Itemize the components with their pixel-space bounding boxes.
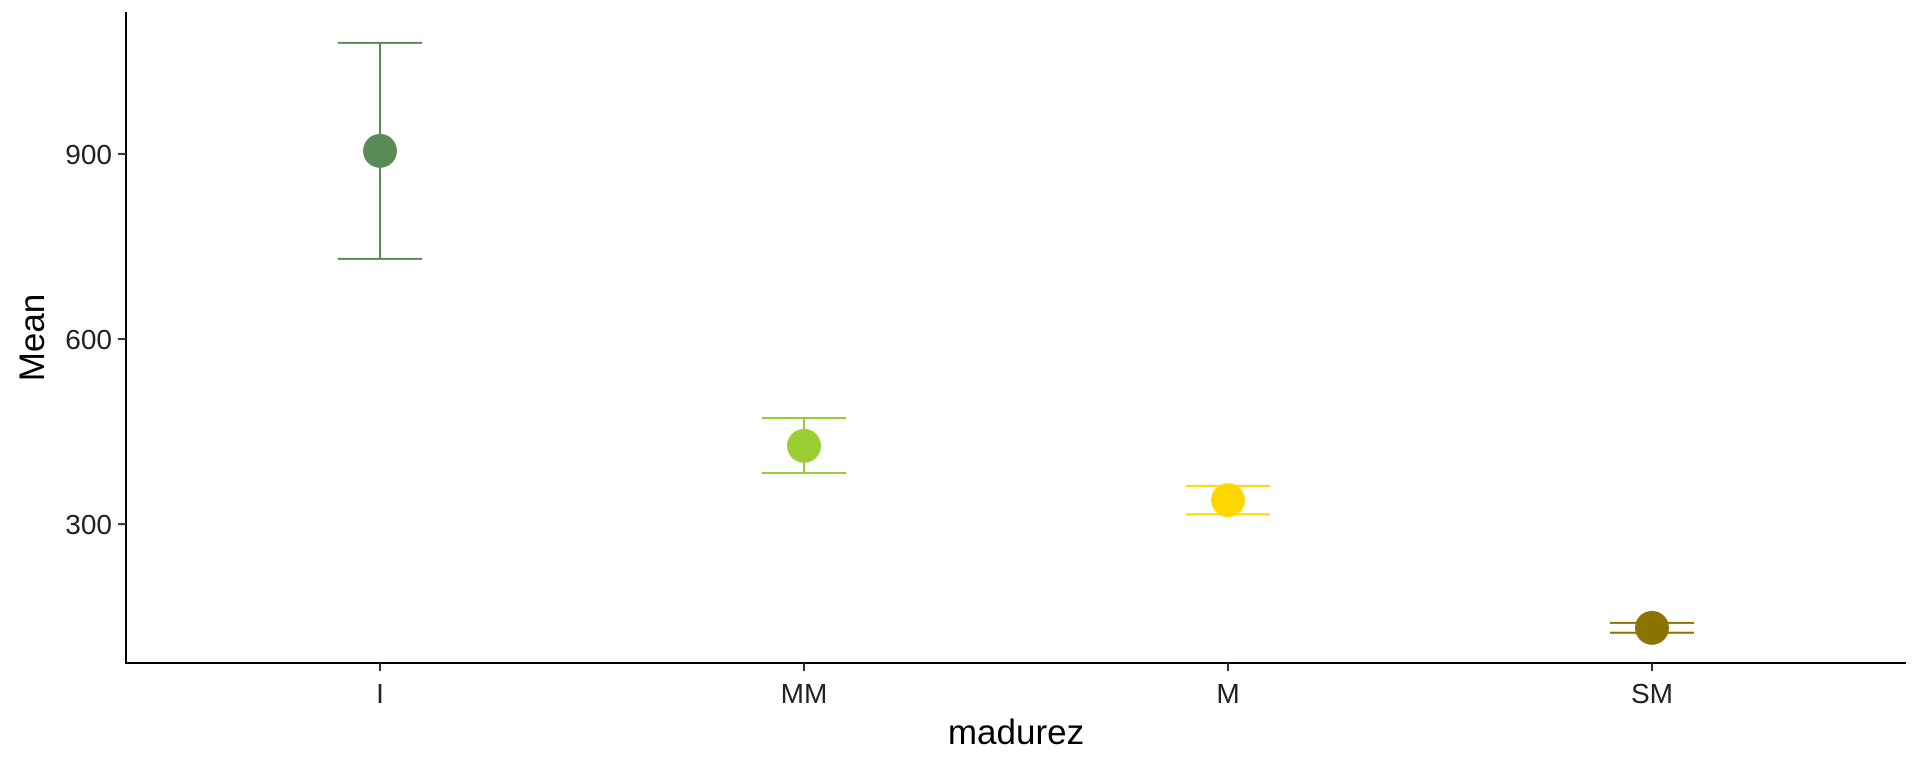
- y-tick-label: 600: [65, 324, 112, 355]
- x-tick-label-m: M: [1216, 678, 1239, 709]
- mean-point-mm: [787, 428, 822, 463]
- data-point-group-i: [338, 41, 423, 260]
- data-point-group-mm: [762, 417, 847, 474]
- data-point-group-m: [1185, 483, 1270, 518]
- mean-point-i: [363, 133, 398, 168]
- data-point-group-sm: [1609, 610, 1694, 645]
- y-tick-label: 900: [65, 139, 112, 170]
- x-tick-label-sm: SM: [1631, 678, 1673, 709]
- y-axis-title: Mean: [13, 294, 52, 382]
- y-axis-ticks: 300 600 900: [65, 139, 126, 540]
- x-tick-label-mm: MM: [781, 678, 828, 709]
- x-tick-label-i: I: [376, 678, 384, 709]
- x-axis-ticks: I MM M SM: [376, 663, 1673, 709]
- mean-point-sm: [1634, 610, 1669, 645]
- plot-area: [338, 41, 1694, 645]
- mean-point-m: [1210, 483, 1245, 518]
- x-axis-title: madurez: [948, 713, 1084, 752]
- y-tick-label: 300: [65, 509, 112, 540]
